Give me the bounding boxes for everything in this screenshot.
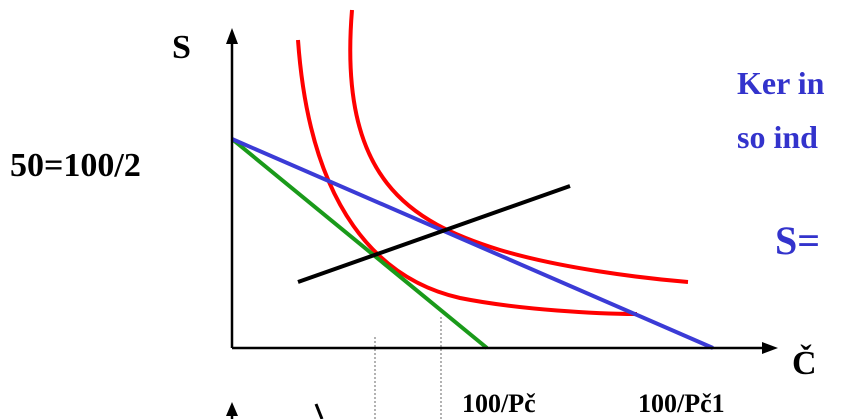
budget-line-new (231, 137, 714, 350)
x-tick-label-old: 100/Pč (462, 389, 536, 418)
budget-line-old (230, 137, 489, 350)
annotation-formula: S= (775, 218, 820, 263)
y-axis-label: S (172, 29, 191, 66)
expansion-path-line (297, 184, 571, 284)
x-axis-label: Č (792, 344, 817, 382)
indifference-curve-lower (296, 39, 638, 316)
annotation-line-2: so ind (737, 119, 818, 155)
y-axis-arrow (226, 28, 238, 44)
x-axis-arrow (762, 342, 778, 354)
y-intercept-label: 50=100/2 (10, 147, 141, 184)
annotation-line-1: Ker in (737, 65, 825, 101)
x-tick-label-new: 100/Pč1 (638, 389, 725, 418)
indifference-curve-upper (348, 9, 689, 284)
lower-panel-y-axis-arrow (226, 402, 238, 416)
lower-panel-curve-fragment (314, 403, 324, 419)
